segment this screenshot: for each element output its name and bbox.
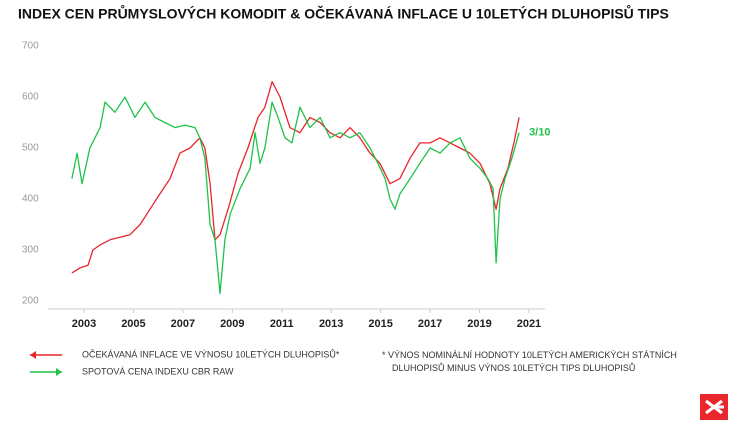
x-tick-label: 2019 <box>467 318 491 330</box>
footnote: * VÝNOS NOMINÁLNÍ HODNOTY 10LETÝCH AMERI… <box>382 350 677 373</box>
y-tick-label: 700 <box>22 41 39 52</box>
y-tick-label: 400 <box>22 194 39 205</box>
x-tick-label: 2011 <box>270 318 294 330</box>
legend-arrow <box>30 351 36 359</box>
annotation: 3/10 <box>529 127 550 139</box>
legend-arrow <box>56 368 62 376</box>
x-tick-label: 2015 <box>368 318 392 330</box>
x-tick-label: 2007 <box>171 318 195 330</box>
y-tick-label: 600 <box>22 92 39 103</box>
x-tick-label: 2013 <box>319 318 343 330</box>
y-tick-label: 500 <box>22 143 39 154</box>
x-tick-label: 2009 <box>220 318 244 330</box>
x-tick-label: 2003 <box>72 318 96 330</box>
chart-title: INDEX CEN PRŮMYSLOVÝCH KOMODIT & OČEKÁVA… <box>18 4 669 22</box>
x-tick-label: 2021 <box>517 318 541 330</box>
legend-label: OČEKÁVANÁ INFLACE VE VÝNOSU 10LETÝCH DLU… <box>82 348 340 359</box>
line-series <box>71 96 520 295</box>
y-tick-label: 300 <box>22 245 39 256</box>
line-series <box>71 81 520 274</box>
x-tick-label: 2005 <box>121 318 145 330</box>
y-tick-label: 200 <box>22 296 39 307</box>
logo-mark <box>705 399 724 415</box>
x-tick-label: 2017 <box>418 318 442 330</box>
legend-label: SPOTOVÁ CENA INDEXU CBR RAW <box>82 366 234 376</box>
